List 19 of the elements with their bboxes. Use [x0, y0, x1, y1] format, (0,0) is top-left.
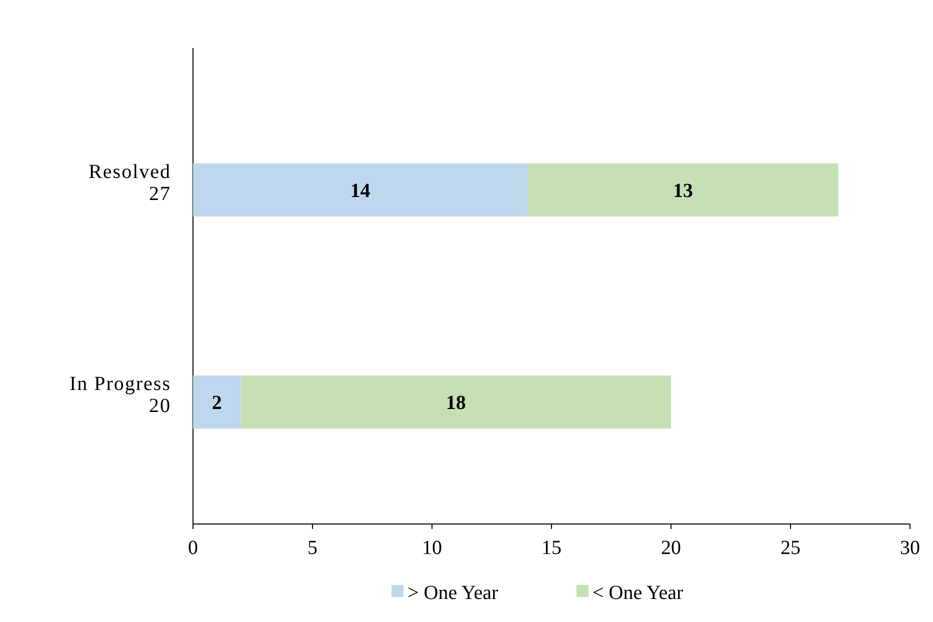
- data-label: 13: [672, 180, 693, 202]
- data-label: 2: [212, 392, 222, 414]
- bar: [528, 163, 838, 216]
- y-tick-label: Resolved 27: [88, 160, 171, 205]
- legend-label: > One Year: [408, 582, 499, 604]
- bar: [193, 376, 241, 429]
- data-label: 14: [350, 180, 370, 202]
- x-tick-label: 25: [780, 537, 800, 559]
- x-tick-label: 5: [308, 537, 318, 559]
- x-tick-label: 20: [661, 537, 681, 559]
- bar: [193, 163, 528, 216]
- y-tick-label: In Progress 20: [69, 373, 171, 418]
- x-tick-label: 10: [422, 537, 442, 559]
- x-tick-label: 0: [188, 537, 198, 559]
- x-tick-label: 30: [900, 537, 920, 559]
- bar: [240, 376, 671, 429]
- x-tick-label: 15: [542, 537, 562, 559]
- data-label: 18: [446, 392, 466, 414]
- legend-label: < One Year: [592, 582, 684, 604]
